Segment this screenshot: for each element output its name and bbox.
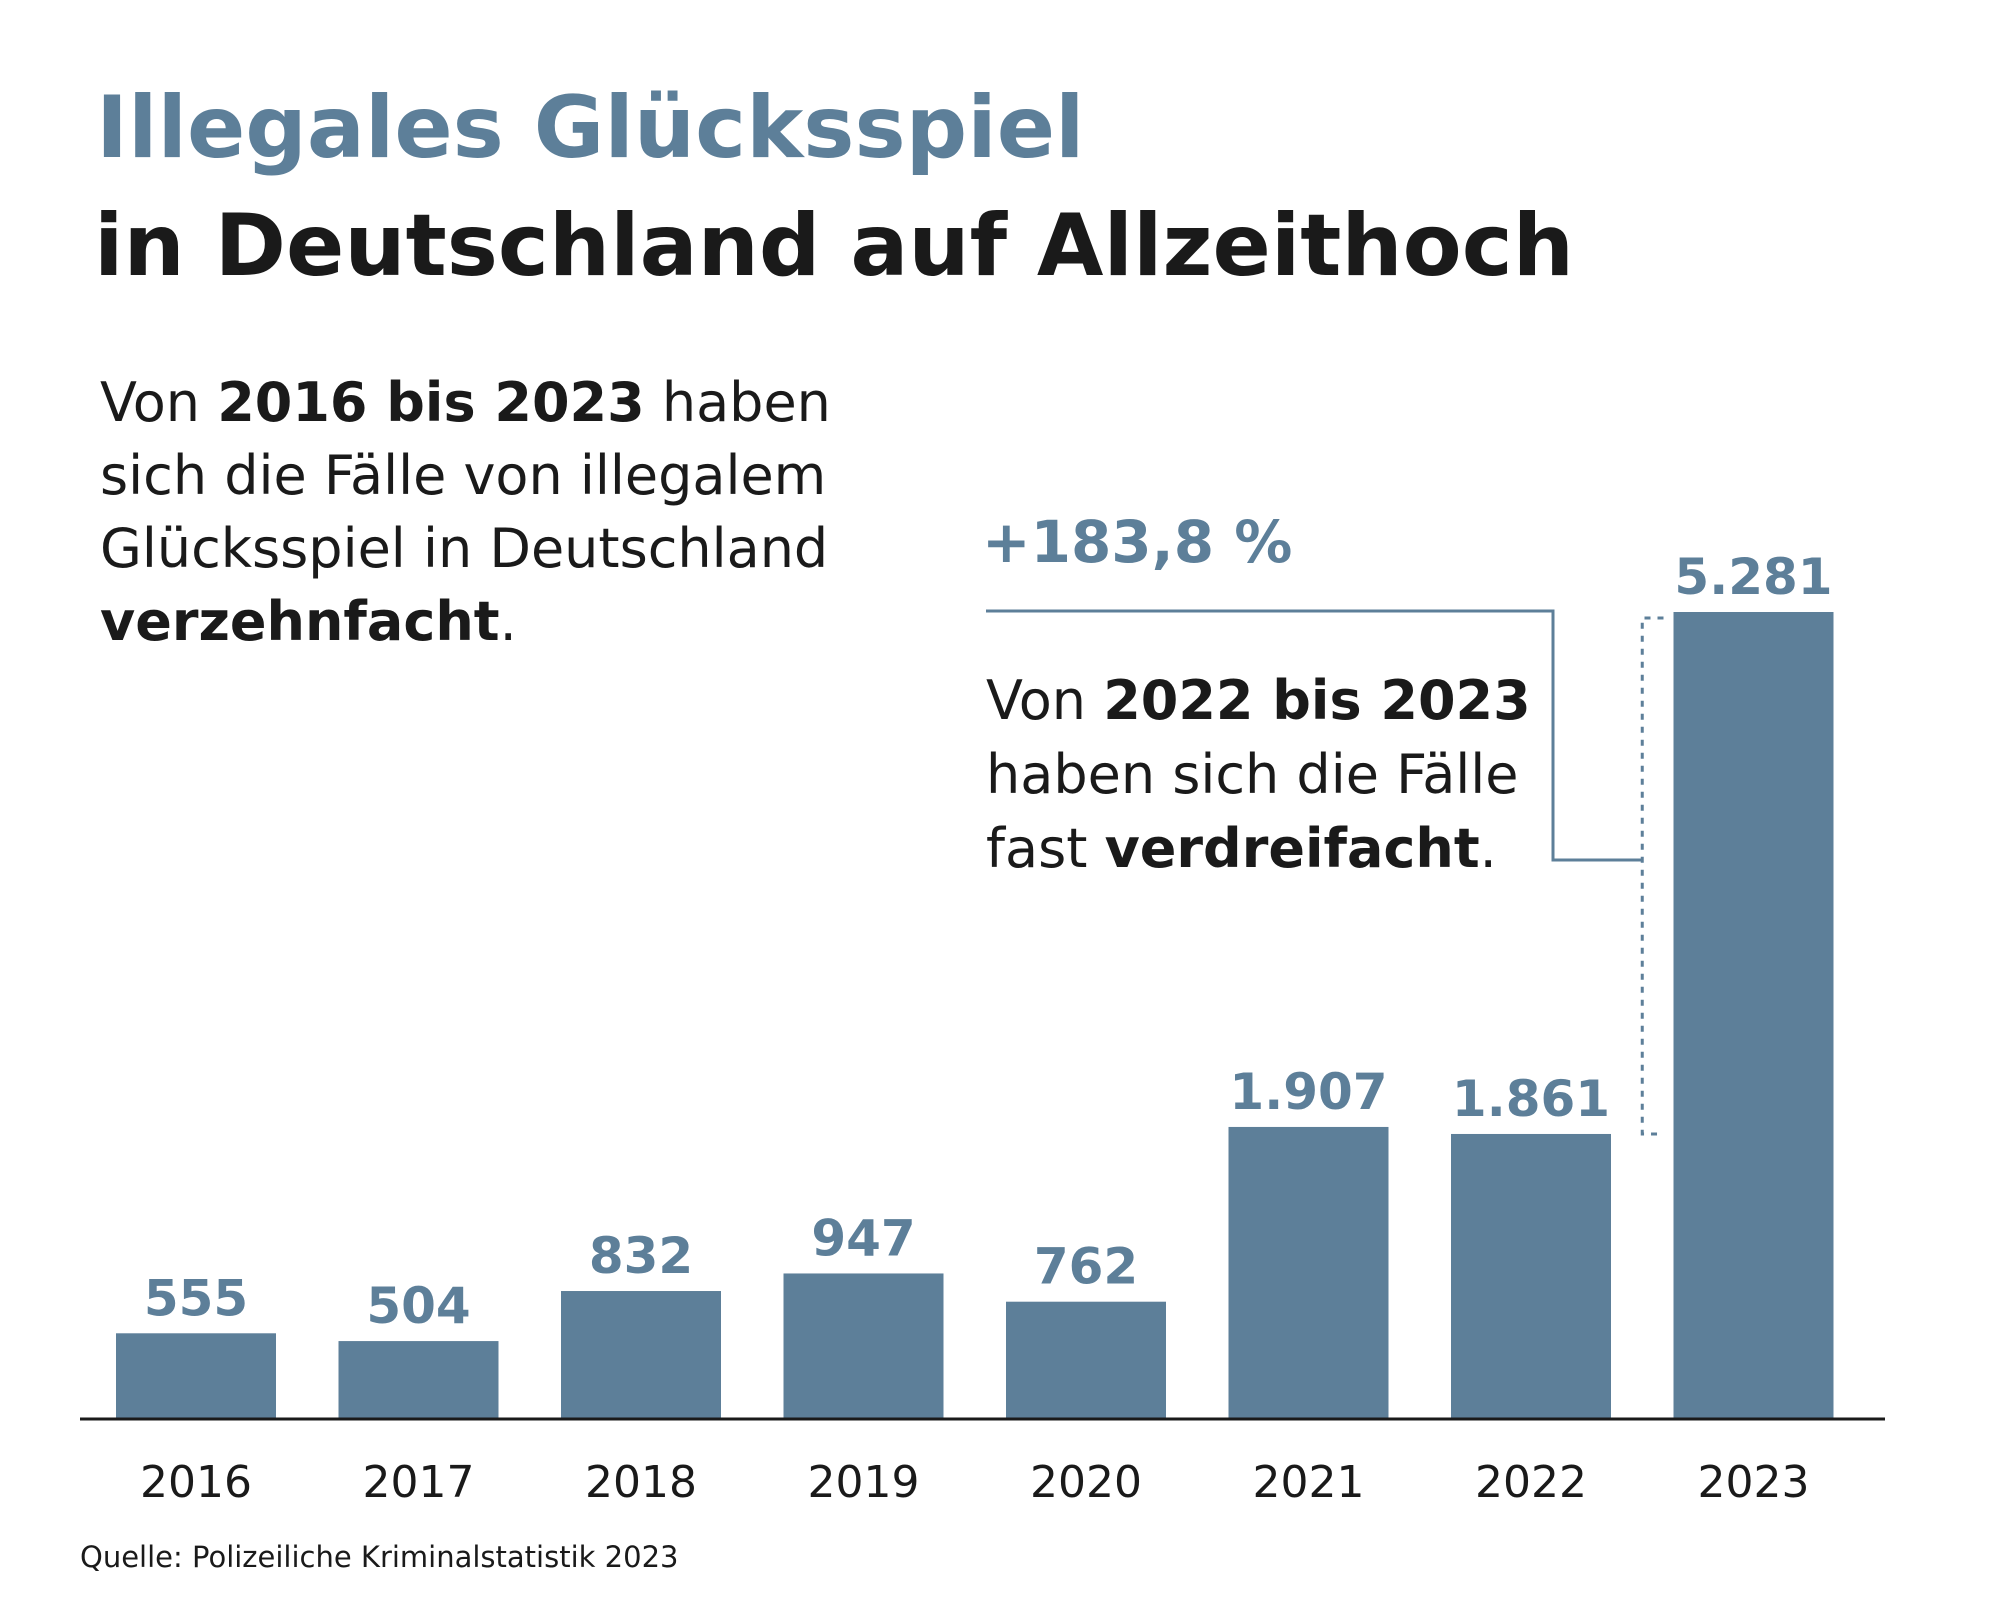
value-label-2019: 947: [811, 1209, 915, 1267]
annotation-text: Von 2022 bis 2023 haben sich die Fälle f…: [986, 664, 1546, 886]
bar-2022: [1451, 1133, 1611, 1418]
bar-2017: [338, 1341, 499, 1418]
bar-2016: [116, 1333, 276, 1418]
intro-text-part: Von: [100, 371, 218, 434]
chart-title-line1: Illegales Glücksspiel: [96, 78, 1085, 178]
value-label-2023: 5.281: [1674, 548, 1832, 606]
value-label-2020: 762: [1034, 1238, 1138, 1296]
percent-change-label: +183,8 %: [982, 508, 1293, 576]
intro-text-part: .: [499, 590, 517, 653]
source-note: Quelle: Polizeiliche Kriminalstatistik 2…: [80, 1540, 679, 1574]
value-label-2022: 1.861: [1452, 1070, 1610, 1128]
year-label-2018: 2018: [585, 1457, 697, 1508]
year-label-2019: 2019: [808, 1457, 920, 1508]
year-label-2020: 2020: [1030, 1457, 1142, 1508]
intro-text-part: haben sich die Fälle von illegalem Glück…: [100, 371, 831, 580]
annotation-text-part: .: [1479, 817, 1497, 880]
intro-text-bold-verb: verzehnfacht: [100, 590, 500, 653]
year-labels-group: 2016 2017 2018 2019 2020 2021 2022 2023: [140, 1457, 1809, 1508]
bars-group: [116, 612, 1834, 1418]
value-label-2018: 832: [589, 1227, 693, 1285]
bar-2021: [1228, 1126, 1389, 1418]
bar-2019: [783, 1273, 944, 1418]
year-label-2021: 2021: [1253, 1457, 1365, 1508]
annotation-text-bold-verb: verdreifacht: [1104, 817, 1480, 880]
annotation-text-part: haben sich die Fälle fast: [986, 743, 1519, 880]
bar-2023: [1673, 612, 1834, 1418]
annotation-dotted-bracket: [1640, 616, 1664, 1136]
value-label-2017: 504: [366, 1277, 470, 1335]
bar-2020: [1006, 1301, 1166, 1418]
year-label-2023: 2023: [1698, 1457, 1810, 1508]
annotation-bracket-line: [986, 609, 1643, 862]
year-label-2017: 2017: [363, 1457, 475, 1508]
intro-text: Von 2016 bis 2023 haben sich die Fälle v…: [100, 366, 860, 658]
chart-title-line2: in Deutschland auf Allzeithoch: [94, 196, 1574, 296]
value-label-2021: 1.907: [1229, 1063, 1387, 1121]
value-labels-group: 555 504 832 947 762 1.907 1.861 5.281: [144, 548, 1833, 1335]
annotation-text-part: Von: [986, 669, 1104, 732]
year-label-2016: 2016: [140, 1457, 252, 1508]
value-label-2016: 555: [144, 1269, 248, 1327]
bar-2018: [561, 1291, 721, 1418]
intro-text-bold-years: 2016 bis 2023: [217, 371, 645, 434]
annotation-text-bold-years: 2022 bis 2023: [1103, 669, 1531, 732]
year-label-2022: 2022: [1475, 1457, 1587, 1508]
